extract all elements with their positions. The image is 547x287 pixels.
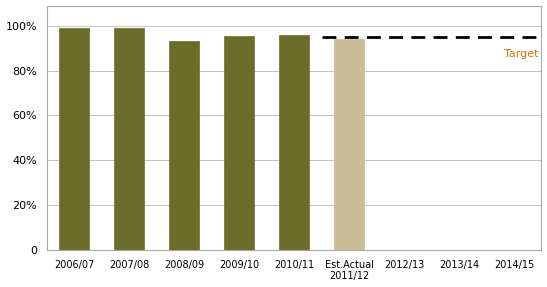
Bar <box>114 28 144 250</box>
Text: Target: Target <box>504 49 539 59</box>
Bar <box>169 41 200 250</box>
Bar <box>279 35 309 250</box>
Bar <box>59 28 90 250</box>
Bar <box>224 36 254 250</box>
Bar <box>334 39 364 250</box>
